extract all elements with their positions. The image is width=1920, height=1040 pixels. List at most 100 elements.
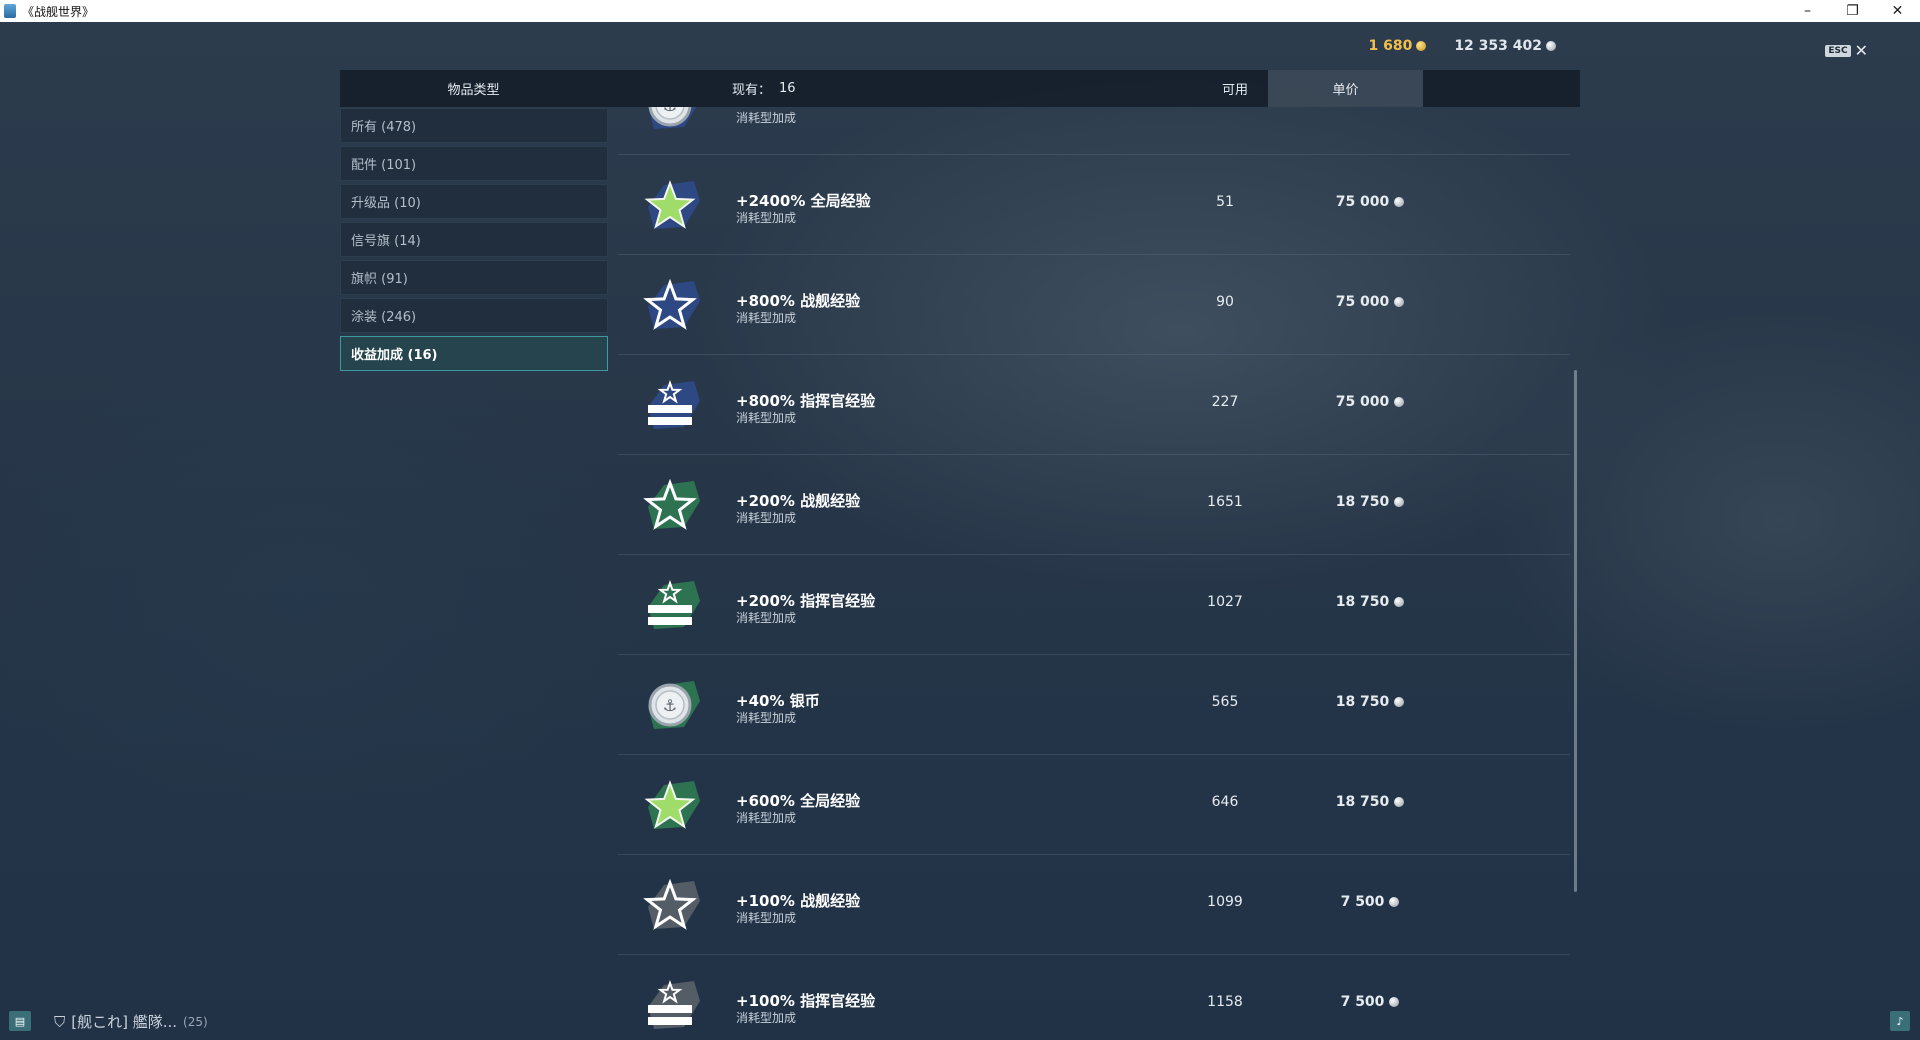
item-available-count: 646 bbox=[1211, 794, 1239, 810]
item-price: 75 000 bbox=[1290, 394, 1450, 410]
clan-member-count: (25) bbox=[183, 1014, 208, 1029]
list-item[interactable]: +2400% 全局经验 消耗型加成 51 75 000 bbox=[618, 154, 1570, 255]
doubloon-icon bbox=[1416, 41, 1427, 51]
item-price-value: 18 750 bbox=[1335, 794, 1390, 810]
item-price: 75 000 bbox=[1290, 107, 1450, 110]
credit-icon bbox=[1394, 597, 1405, 607]
close-window-button[interactable]: ✕ bbox=[1891, 3, 1904, 19]
close-icon: ✕ bbox=[1854, 41, 1868, 60]
item-name: +800% 战舰经验 bbox=[736, 292, 861, 310]
credit-icon bbox=[1394, 697, 1405, 707]
svg-text:⚓: ⚓ bbox=[663, 696, 677, 715]
list-item[interactable]: ⚓ +40% 银币 消耗型加成 565 18 750 bbox=[618, 654, 1570, 755]
item-type: 消耗型加成 bbox=[736, 111, 797, 125]
clan-name: [舰これ] 艦隊... bbox=[71, 1013, 178, 1031]
item-available-count: 1099 bbox=[1207, 894, 1243, 910]
list-item[interactable]: +100% 指挥官经验 消耗型加成 1158 7 500 bbox=[618, 954, 1570, 1040]
item-name: +200% 战舰经验 bbox=[736, 492, 861, 510]
list-item[interactable]: +600% 全局经验 消耗型加成 646 18 750 bbox=[618, 754, 1570, 855]
clan-shield-icon: ⛉ bbox=[54, 1012, 66, 1031]
doubloons-amount: 1 680 bbox=[1368, 38, 1413, 54]
sidebar-item-camouflages[interactable]: 涂装 (246) bbox=[340, 298, 608, 333]
silver-coin-icon: ⚓ bbox=[640, 679, 702, 731]
item-price: 7 500 bbox=[1290, 894, 1450, 910]
item-type: 消耗型加成 bbox=[736, 911, 797, 925]
credit-icon bbox=[1546, 41, 1556, 51]
minimize-button[interactable]: – bbox=[1804, 3, 1811, 19]
ship-xp-star-icon bbox=[640, 478, 702, 531]
restore-button[interactable]: ❐ bbox=[1846, 3, 1859, 19]
free-xp-star-icon bbox=[640, 179, 702, 231]
item-available-count: 227 bbox=[1211, 394, 1239, 410]
chat-button[interactable]: ▤ bbox=[9, 1011, 31, 1031]
window-controls: – ❐ ✕ bbox=[1785, 0, 1920, 22]
count-header: 现有： 16 bbox=[732, 70, 796, 107]
doubloons[interactable]: 1 680 bbox=[1368, 38, 1427, 54]
item-price-value: 18 750 bbox=[1335, 694, 1390, 710]
ship-xp-star-icon bbox=[640, 878, 702, 931]
item-type: 消耗型加成 bbox=[736, 611, 797, 625]
sidebar-item-signals[interactable]: 信号旗 (14) bbox=[340, 222, 608, 257]
item-available-count: 90 bbox=[1216, 294, 1234, 310]
list-header: 物品类型 现有： 16 可用 单价 bbox=[340, 70, 1580, 107]
credits[interactable]: 12 353 402 bbox=[1454, 38, 1556, 54]
category-sidebar: 所有 (478) 配件 (101) 升级品 (10) 信号旗 (14) 旗帜 (… bbox=[340, 108, 608, 374]
list-item[interactable]: +800% 指挥官经验 消耗型加成 227 75 000 bbox=[618, 354, 1570, 455]
item-name: +100% 战舰经验 bbox=[736, 892, 861, 910]
list-item[interactable]: +200% 指挥官经验 消耗型加成 1027 18 750 bbox=[618, 554, 1570, 655]
item-name: +800% 指挥官经验 bbox=[736, 392, 876, 410]
commander-xp-icon bbox=[640, 979, 702, 1031]
credit-icon bbox=[1394, 797, 1405, 807]
item-available-count: 21 bbox=[1160, 107, 1290, 110]
credit-icon bbox=[1389, 997, 1400, 1007]
commander-xp-icon bbox=[640, 379, 702, 431]
credit-icon bbox=[1394, 197, 1405, 207]
item-price-value: 75 000 bbox=[1335, 394, 1390, 410]
sort-available-header[interactable]: 可用 bbox=[1221, 83, 1248, 98]
item-price-value: 7 500 bbox=[1340, 894, 1385, 910]
sidebar-item-modules[interactable]: 配件 (101) bbox=[340, 146, 608, 181]
item-price-value: 75 000 bbox=[1335, 194, 1390, 210]
item-name: +600% 全局经验 bbox=[736, 792, 861, 810]
sidebar-item-economic-bonuses[interactable]: 收益加成 (16) bbox=[340, 336, 608, 371]
item-price-value: 18 750 bbox=[1335, 594, 1390, 610]
item-available-count: 1651 bbox=[1207, 494, 1243, 510]
credit-icon bbox=[1394, 397, 1405, 407]
item-type: 消耗型加成 bbox=[736, 511, 797, 525]
notifications-button[interactable]: ♪ bbox=[1890, 1011, 1910, 1031]
item-name: +100% 指挥官经验 bbox=[736, 992, 876, 1010]
list-item[interactable]: +100% 战舰经验 消耗型加成 1099 7 500 bbox=[618, 854, 1570, 955]
credit-icon bbox=[1394, 297, 1405, 307]
clan-chat[interactable]: ⛉ [舰これ] 艦隊... (25) bbox=[54, 1011, 208, 1032]
sidebar-item-flags[interactable]: 旗帜 (91) bbox=[340, 260, 608, 295]
sort-price-header[interactable]: 单价 bbox=[1268, 70, 1423, 107]
list-item[interactable]: +800% 战舰经验 消耗型加成 90 75 000 bbox=[618, 254, 1570, 355]
chat-icon: ▤ bbox=[14, 1014, 26, 1028]
ship-xp-star-icon bbox=[640, 278, 702, 331]
silver-coin-icon: ⚓ bbox=[640, 107, 702, 131]
list-item[interactable]: ⚓ 消耗型加成 21 75 000 bbox=[618, 107, 1570, 155]
esc-key-hint: ESC bbox=[1825, 45, 1851, 57]
window-titlebar: 《战舰世界》 – ❐ ✕ bbox=[0, 0, 1920, 22]
list-item[interactable]: +200% 战舰经验 消耗型加成 1651 18 750 bbox=[618, 454, 1570, 555]
item-type: 消耗型加成 bbox=[736, 311, 797, 325]
item-type: 消耗型加成 bbox=[736, 811, 797, 825]
item-type: 消耗型加成 bbox=[736, 711, 797, 725]
item-price-value: 7 500 bbox=[1340, 994, 1385, 1010]
svg-text:⚓: ⚓ bbox=[663, 107, 677, 115]
count-value: 16 bbox=[779, 81, 796, 96]
item-type: 消耗型加成 bbox=[736, 411, 797, 425]
item-price: 7 500 bbox=[1290, 994, 1450, 1010]
sidebar-item-all[interactable]: 所有 (478) bbox=[340, 108, 608, 143]
credit-icon bbox=[1394, 497, 1405, 507]
item-price: 18 750 bbox=[1290, 794, 1450, 810]
esc-close-button[interactable]: ESC ✕ bbox=[1825, 43, 1868, 59]
list-scrollbar[interactable] bbox=[1574, 370, 1577, 892]
item-name: +200% 指挥官经验 bbox=[736, 592, 876, 610]
window-title: 《战舰世界》 bbox=[22, 4, 95, 19]
item-available-count: 51 bbox=[1216, 194, 1234, 210]
sidebar-item-upgrades[interactable]: 升级品 (10) bbox=[340, 184, 608, 219]
credits-amount: 12 353 402 bbox=[1454, 38, 1542, 54]
bell-icon: ♪ bbox=[1896, 1014, 1904, 1028]
